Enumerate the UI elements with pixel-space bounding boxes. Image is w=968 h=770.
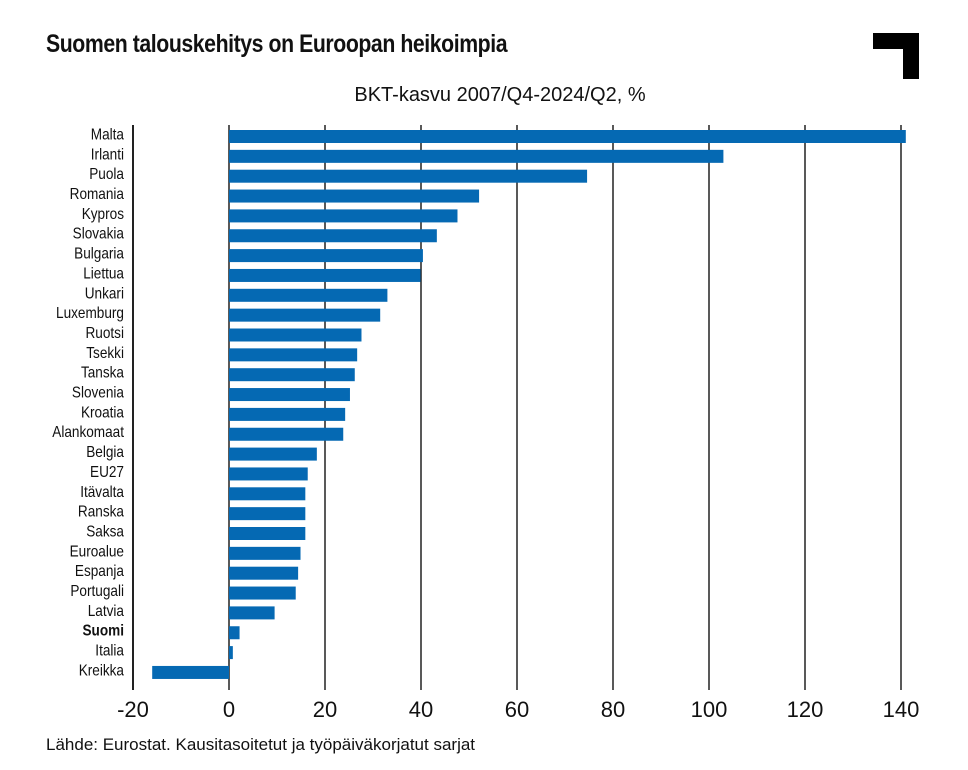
bar-eu27 <box>229 467 308 481</box>
category-label: Slovenia <box>72 385 125 402</box>
bar-espanja <box>229 566 299 580</box>
category-label: Ruotsi <box>86 325 124 342</box>
x-tick-label: 20 <box>313 697 337 722</box>
bar-tanska <box>229 368 355 382</box>
x-tick-label: 60 <box>505 697 529 722</box>
x-tick-label: -20 <box>117 697 149 722</box>
bar-unkari <box>229 288 388 302</box>
x-tick-label: 40 <box>409 697 433 722</box>
logo-corner-icon <box>873 33 919 79</box>
category-label: Romania <box>70 186 125 203</box>
bar-slovakia <box>229 229 437 243</box>
category-label: Euroalue <box>70 543 124 560</box>
x-tick-label: 120 <box>787 697 824 722</box>
bar-saksa <box>229 527 306 540</box>
category-label: Unkari <box>85 285 124 302</box>
bar-alankomaat <box>229 427 344 441</box>
category-label: Tsekki <box>86 345 124 362</box>
bar-italia <box>229 646 233 660</box>
x-tick-label: 100 <box>691 697 728 722</box>
category-label: EU27 <box>90 464 124 481</box>
bar-portugali <box>229 586 296 600</box>
category-label: Luxemburg <box>56 305 124 322</box>
category-label: Slovakia <box>73 226 125 243</box>
bar-belgia <box>229 447 317 461</box>
chart-subtitle: BKT-kasvu 2007/Q4-2024/Q2, % <box>354 84 646 106</box>
category-label: Irlanti <box>91 146 124 163</box>
bar-malta <box>229 130 906 143</box>
bar-euroalue <box>229 546 301 560</box>
category-label: Portugali <box>70 583 124 600</box>
category-label: Kypros <box>82 206 124 223</box>
category-label: Alankomaat <box>52 424 125 441</box>
chart-source: Lähde: Eurostat. Kausitasoitetut ja työp… <box>46 735 476 754</box>
category-label: Italia <box>95 643 124 660</box>
category-label: Itävalta <box>80 484 124 501</box>
bar-bulgaria <box>229 249 423 263</box>
x-tick-label: 0 <box>223 697 235 722</box>
bar-slovenia <box>229 388 350 402</box>
category-label: Espanja <box>75 563 125 580</box>
category-label: Ranska <box>78 504 125 521</box>
bar-suomi <box>229 626 240 640</box>
category-label: Kroatia <box>81 404 125 421</box>
bar-kypros <box>229 209 458 223</box>
bar-itävalta <box>229 487 306 501</box>
chart-title: Suomen talouskehitys on Euroopan heikoim… <box>46 30 508 58</box>
bar-kroatia <box>229 407 346 421</box>
bar-tsekki <box>229 348 358 362</box>
bar-ruotsi <box>229 328 362 342</box>
category-label: Malta <box>91 127 125 144</box>
x-tick-label: 140 <box>883 697 920 722</box>
category-label: Suomi <box>82 623 124 640</box>
bar-irlanti <box>229 149 724 163</box>
category-label: Latvia <box>88 603 125 620</box>
bar-luxemburg <box>229 308 381 322</box>
bar-puola <box>229 169 588 183</box>
category-label: Saksa <box>86 524 124 541</box>
category-label: Puola <box>89 166 124 183</box>
category-label: Kreikka <box>79 663 125 680</box>
bar-latvia <box>229 606 275 620</box>
category-label: Belgia <box>86 444 124 461</box>
category-label: Tanska <box>81 365 125 382</box>
x-tick-label: 80 <box>601 697 625 722</box>
category-label: Bulgaria <box>74 246 125 263</box>
bar-romania <box>229 189 480 203</box>
bar-liettua <box>229 268 421 282</box>
bar-ranska <box>229 507 306 521</box>
bar-kreikka <box>152 665 229 679</box>
category-label: Liettua <box>83 266 124 283</box>
